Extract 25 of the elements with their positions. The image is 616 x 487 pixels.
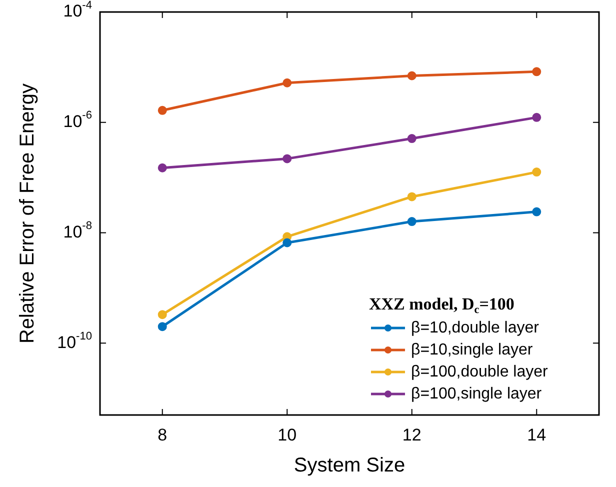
x-tick-label: 10 [278, 426, 297, 445]
point [158, 163, 167, 172]
x-tick-label: 12 [402, 426, 422, 445]
point [407, 134, 416, 144]
x-tick-label: 8 [158, 426, 168, 445]
point [407, 192, 416, 202]
point [407, 71, 416, 80]
legend-label: β=10,double layer [411, 319, 540, 336]
point [158, 310, 167, 320]
legend-label: β=100,single layer [411, 385, 542, 402]
point [532, 67, 542, 76]
legend-label: β=10,single layer [411, 341, 534, 358]
point [407, 217, 416, 226]
point [282, 238, 292, 248]
legend-label: β=100,double layer [411, 363, 549, 380]
y-axis-title: Relative Error of Free Energy [16, 83, 39, 344]
point [532, 207, 542, 216]
point [158, 106, 167, 115]
x-tick-label: 14 [527, 426, 546, 445]
x-axis-title: System Size [294, 454, 406, 477]
point [282, 154, 292, 164]
point [158, 322, 167, 332]
point [532, 112, 542, 122]
point [282, 78, 292, 88]
point [532, 168, 542, 177]
